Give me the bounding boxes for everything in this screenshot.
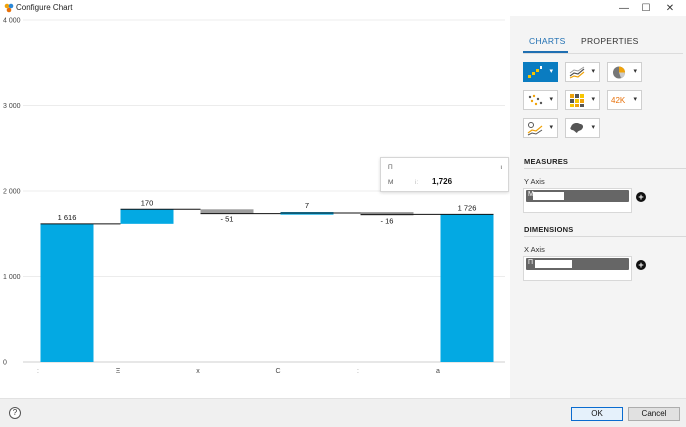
- chevron-down-icon: ▾: [633, 96, 637, 103]
- x-tick-label: ː: [357, 368, 359, 375]
- chart-type-waterfall[interactable]: ▾: [523, 62, 558, 82]
- x-tick-label: C: [275, 368, 280, 375]
- tooltip-measure-separator: i:: [415, 179, 419, 186]
- x-axis-drop-zone[interactable]: П: [523, 256, 632, 281]
- chevron-down-icon: ▾: [591, 124, 595, 131]
- maximize-button[interactable]: ☐: [641, 2, 651, 14]
- chevron-down-icon: ▾: [549, 68, 553, 75]
- help-icon[interactable]: ?: [9, 407, 21, 419]
- geo-map-icon: [570, 123, 584, 133]
- y-axis-label: Y Axis: [524, 177, 545, 186]
- dimensions-title: DIMENSIONS: [524, 225, 574, 234]
- data-label: - 51: [221, 215, 234, 224]
- title-bar: Configure Chart — ☐ ✕: [0, 0, 686, 16]
- properties-panel: CHARTS PROPERTIES ▾ ▾ ▾: [510, 16, 686, 398]
- data-label: 7: [305, 201, 309, 210]
- x-tick-label: ː: [37, 368, 39, 375]
- heatmap-chart-icon: [570, 94, 584, 107]
- chart-type-heatmap[interactable]: ▾: [565, 90, 600, 110]
- x-axis-dimension-name: [535, 260, 572, 268]
- add-measure-button[interactable]: +: [636, 192, 646, 202]
- y-tick-label: 3 000: [3, 103, 21, 110]
- waterfall-bar: [360, 212, 414, 216]
- line-chart-icon: [569, 66, 585, 79]
- chart-area: 0 1 000 2 000 3 000 4 000 1 616 ː 170 Ξ - 51 x 7 C - …: [0, 16, 510, 398]
- y-axis-measure-label: M: [528, 191, 534, 198]
- chart-type-geo-map[interactable]: ▾: [565, 118, 600, 138]
- x-tick-label: Ξ: [116, 368, 121, 375]
- chart-type-numeric-point[interactable]: 42K ▾: [607, 90, 642, 110]
- app-icon: [4, 3, 14, 13]
- chevron-down-icon: ▾: [591, 96, 595, 103]
- dialog-footer: ? OK Cancel: [0, 398, 686, 427]
- waterfall-bar: [40, 223, 94, 362]
- dimensions-divider: [524, 236, 686, 237]
- waterfall-chart: 0 1 000 2 000 3 000 4 000 1 616 ː 170 Ξ - 51 x 7 C - …: [3, 18, 505, 375]
- waterfall-bar: [200, 209, 254, 214]
- numeric-point-icon: 42K: [611, 96, 626, 105]
- scatter-chart-icon: [528, 94, 543, 106]
- x-tick-label: x: [196, 368, 200, 375]
- tab-properties[interactable]: PROPERTIES: [581, 36, 639, 46]
- x-axis-dimension-label: П: [528, 259, 534, 266]
- x-axis-label: X Axis: [524, 245, 545, 254]
- chart-type-pie[interactable]: ▾: [607, 62, 642, 82]
- trend-chart-icon: [527, 122, 543, 136]
- data-label: 1 726: [458, 203, 477, 212]
- chevron-down-icon: ▾: [591, 68, 595, 75]
- measures-divider: [524, 168, 686, 169]
- waterfall-bar: [120, 209, 174, 224]
- tooltip-dimension-value: ι: [500, 164, 502, 171]
- x-axis-dimension-pill[interactable]: П: [526, 258, 629, 270]
- y-tick-label: 1 000: [3, 274, 21, 281]
- measures-title: MEASURES: [524, 157, 569, 166]
- chart-type-trend[interactable]: ▾: [523, 118, 558, 138]
- y-tick-label: 4 000: [3, 18, 21, 25]
- tooltip-measure-label: M: [388, 179, 394, 186]
- tab-charts[interactable]: CHARTS: [529, 36, 566, 46]
- ok-button[interactable]: OK: [571, 407, 623, 421]
- y-tick-label: 0: [3, 360, 7, 367]
- y-axis-measure-pill[interactable]: M: [526, 190, 629, 202]
- chart-type-scatter[interactable]: ▾: [523, 90, 558, 110]
- chevron-down-icon: ▾: [549, 124, 553, 131]
- chevron-down-icon: ▾: [549, 96, 553, 103]
- tooltip-dimension-label: П: [388, 164, 393, 171]
- chart-tooltip: П ι M i: 1,726: [380, 157, 509, 192]
- y-axis-drop-zone[interactable]: M: [523, 188, 632, 213]
- x-tick-label: a: [436, 368, 440, 375]
- active-tab-indicator: [523, 51, 568, 53]
- chart-type-line[interactable]: ▾: [565, 62, 600, 82]
- cancel-button[interactable]: Cancel: [628, 407, 680, 421]
- close-button[interactable]: ✕: [665, 2, 675, 14]
- data-label: - 16: [381, 216, 394, 225]
- waterfall-chart-icon: [528, 66, 542, 78]
- y-axis-measure-name: [533, 192, 564, 200]
- data-label: 170: [141, 198, 154, 207]
- add-dimension-button[interactable]: +: [636, 260, 646, 270]
- pie-chart-icon: [613, 66, 625, 79]
- chevron-down-icon: ▾: [633, 68, 637, 75]
- minimize-button[interactable]: —: [619, 2, 629, 14]
- waterfall-bar: [440, 214, 494, 362]
- data-label: 1 616: [58, 213, 77, 222]
- window-title: Configure Chart: [16, 3, 73, 12]
- tab-divider: [523, 53, 683, 54]
- tooltip-measure-value: 1,726: [432, 177, 453, 186]
- y-tick-label: 2 000: [3, 189, 21, 196]
